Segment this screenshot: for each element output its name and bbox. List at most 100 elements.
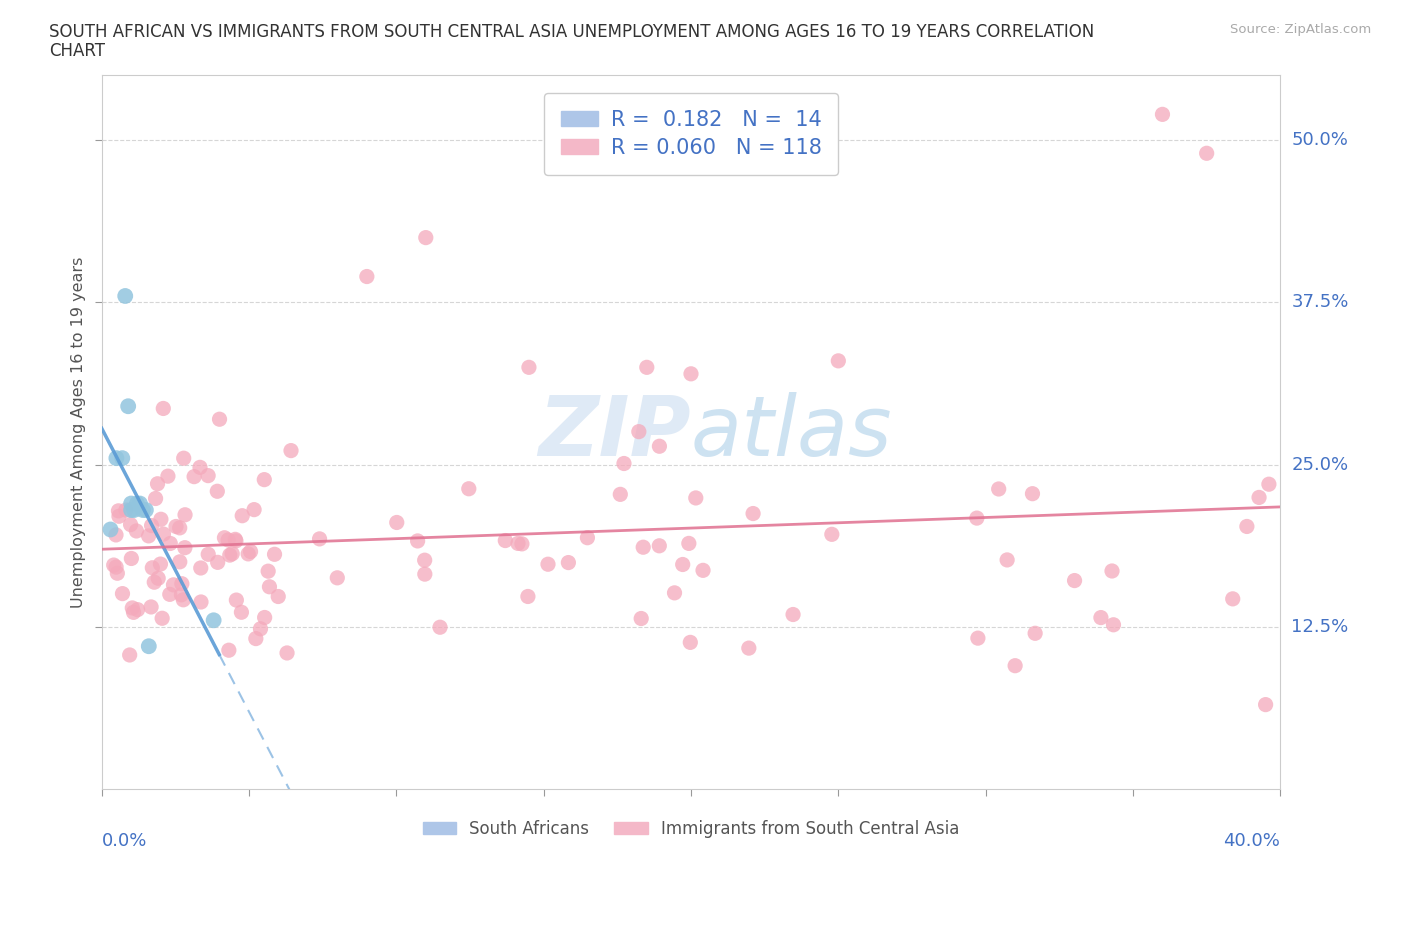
Point: [108, 509, 131, 524]
Point: [138, 528, 160, 543]
Point: [609, 487, 631, 502]
Point: [636, 360, 658, 375]
Point: [679, 366, 702, 381]
Point: [150, 611, 173, 626]
Point: [120, 551, 142, 566]
Point: [413, 552, 436, 567]
Point: [139, 600, 162, 615]
Text: 25.0%: 25.0%: [1292, 456, 1348, 473]
Point: [159, 587, 181, 602]
Point: [1090, 610, 1112, 625]
Text: 50.0%: 50.0%: [1292, 131, 1348, 150]
Point: [1254, 698, 1277, 712]
Point: [685, 490, 707, 505]
Point: [243, 502, 266, 517]
Point: [225, 534, 247, 549]
Point: [169, 554, 191, 569]
Text: ZIP: ZIP: [538, 392, 690, 472]
Point: [202, 613, 225, 628]
Point: [156, 469, 179, 484]
Point: [967, 631, 990, 645]
Point: [170, 577, 193, 591]
Point: [173, 451, 195, 466]
Point: [648, 439, 671, 454]
Point: [1063, 573, 1085, 588]
Point: [239, 544, 262, 559]
Point: [1102, 618, 1125, 632]
Point: [782, 607, 804, 622]
Point: [576, 530, 599, 545]
Point: [557, 555, 579, 570]
Point: [631, 539, 654, 554]
Point: [517, 360, 540, 375]
Text: CHART: CHART: [49, 42, 105, 60]
Point: [1257, 477, 1279, 492]
Point: [104, 527, 127, 542]
Point: [152, 401, 174, 416]
Point: [107, 503, 129, 518]
Point: [127, 603, 149, 618]
Point: [537, 557, 560, 572]
Point: [276, 645, 298, 660]
Point: [1222, 591, 1244, 606]
Point: [183, 470, 205, 485]
Point: [190, 594, 212, 609]
Text: 12.5%: 12.5%: [1292, 618, 1348, 636]
Point: [125, 524, 148, 538]
Point: [197, 547, 219, 562]
Legend: South Africans, Immigrants from South Central Asia: South Africans, Immigrants from South Ce…: [416, 814, 966, 844]
Point: [149, 512, 172, 526]
Point: [111, 451, 134, 466]
Point: [190, 561, 212, 576]
Point: [827, 353, 849, 368]
Point: [218, 643, 240, 658]
Point: [225, 592, 247, 607]
Point: [214, 530, 236, 545]
Point: [115, 502, 138, 517]
Point: [114, 288, 136, 303]
Point: [170, 588, 193, 603]
Point: [267, 589, 290, 604]
Point: [122, 604, 145, 619]
Point: [1004, 658, 1026, 673]
Text: 40.0%: 40.0%: [1223, 831, 1281, 850]
Text: Source: ZipAtlas.com: Source: ZipAtlas.com: [1230, 23, 1371, 36]
Point: [162, 578, 184, 592]
Point: [1236, 519, 1258, 534]
Point: [105, 451, 128, 466]
Point: [159, 536, 181, 551]
Point: [138, 639, 160, 654]
Point: [613, 456, 636, 471]
Point: [1024, 626, 1046, 641]
Point: [208, 412, 231, 427]
Point: [111, 586, 134, 601]
Point: [742, 506, 765, 521]
Point: [738, 641, 761, 656]
Point: [105, 565, 128, 580]
Point: [280, 444, 302, 458]
Point: [413, 566, 436, 581]
Point: [1101, 564, 1123, 578]
Point: [356, 269, 378, 284]
Point: [122, 502, 145, 517]
Point: [207, 555, 229, 570]
Point: [516, 589, 538, 604]
Y-axis label: Unemployment Among Ages 16 to 19 years: Unemployment Among Ages 16 to 19 years: [72, 257, 86, 608]
Point: [308, 531, 330, 546]
Point: [995, 552, 1018, 567]
Point: [679, 635, 702, 650]
Text: 37.5%: 37.5%: [1292, 294, 1348, 312]
Point: [218, 548, 240, 563]
Point: [169, 521, 191, 536]
Point: [100, 522, 122, 537]
Point: [143, 575, 166, 590]
Point: [966, 511, 988, 525]
Point: [120, 496, 142, 511]
Point: [245, 631, 267, 646]
Point: [1247, 490, 1270, 505]
Text: SOUTH AFRICAN VS IMMIGRANTS FROM SOUTH CENTRAL ASIA UNEMPLOYMENT AMONG AGES 16 T: SOUTH AFRICAN VS IMMIGRANTS FROM SOUTH C…: [49, 23, 1094, 41]
Point: [152, 526, 174, 541]
Point: [249, 621, 271, 636]
Point: [145, 491, 167, 506]
Point: [326, 570, 349, 585]
